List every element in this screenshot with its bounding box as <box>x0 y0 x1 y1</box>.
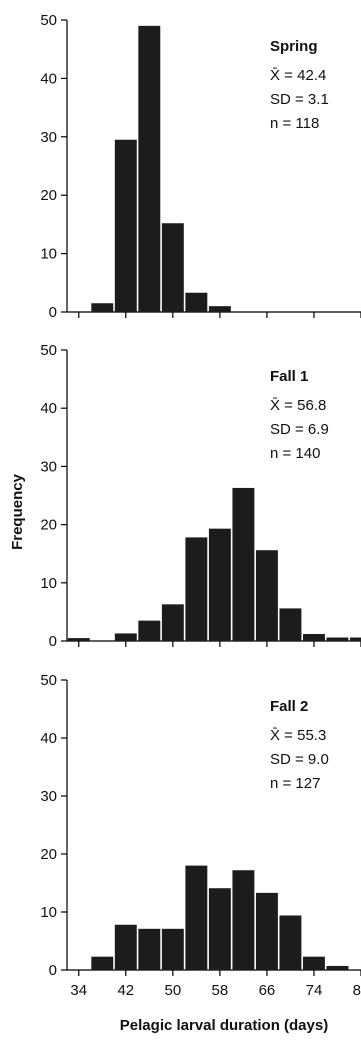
histogram-bar <box>350 637 361 641</box>
mean-label: X̄ = 56.8 <box>270 397 326 414</box>
y-tick-label: 0 <box>49 633 57 650</box>
y-tick-label: 0 <box>49 962 57 979</box>
y-tick-label: 50 <box>40 672 57 689</box>
histogram-bar <box>255 892 278 970</box>
histogram-bar <box>279 608 302 641</box>
histogram-bar <box>161 928 184 970</box>
histogram-panel-1: 0 10 20 30 40 50 Spring X̄ = 42.4 SD = 3.1 n = 11… <box>40 12 361 321</box>
sd-label: SD = 9.0 <box>270 751 329 768</box>
histogram-panel-3: 0 10 20 30 40 50 34 42 50 58 66 74 82 Fall 2 X̄ = 55.3… <box>40 672 361 999</box>
histogram-bar <box>114 139 137 312</box>
x-tick-label: 34 <box>70 982 87 999</box>
histogram-bar <box>185 292 208 312</box>
histogram-bar <box>208 888 231 970</box>
y-tick-label: 30 <box>40 788 57 805</box>
y-tick-label: 30 <box>40 129 57 146</box>
histogram-bar <box>91 956 114 970</box>
sd-label: SD = 3.1 <box>270 91 329 108</box>
y-tick-label: 10 <box>40 246 57 263</box>
histogram-bar <box>161 223 184 312</box>
histogram-bar <box>114 924 137 970</box>
x-tick-label: 50 <box>164 982 181 999</box>
x-tick-label: 66 <box>259 982 276 999</box>
histogram-bar <box>161 604 184 641</box>
histogram-bar <box>326 965 349 970</box>
histogram-bar <box>138 25 161 313</box>
mean-label: X̄ = 42.4 <box>270 67 326 84</box>
n-label: n = 140 <box>270 445 320 462</box>
y-tick-label: 40 <box>40 730 57 747</box>
y-tick-label: 30 <box>40 458 57 475</box>
histogram-bar <box>303 956 325 970</box>
y-tick-label: 50 <box>40 342 57 359</box>
y-tick-label: 40 <box>40 400 57 417</box>
x-tick-label: 82 <box>353 982 361 999</box>
histogram-bar <box>255 550 278 641</box>
panel-title: Fall 1 <box>270 368 308 385</box>
y-tick-label: 10 <box>40 904 57 921</box>
histogram-panel-2: 0 10 20 30 40 50 Fall 1 X̄ = 56.8 SD = 6.9 n = 14… <box>40 342 361 650</box>
x-axis-title: Pelagic larval duration (days) <box>120 1017 328 1034</box>
histogram-panels: 0 10 20 30 40 50 Spring X̄ = 42.4 SD = 3.1 n = 11… <box>40 12 361 999</box>
histogram-bar <box>67 638 90 641</box>
x-tick-label: 58 <box>212 982 229 999</box>
histogram-bar <box>138 620 161 641</box>
y-tick-label: 20 <box>40 187 57 204</box>
histogram-bar <box>91 303 114 312</box>
histogram-bar <box>326 637 349 641</box>
mean-label: X̄ = 55.3 <box>270 727 326 744</box>
histogram-bar <box>279 915 302 970</box>
histogram-bar <box>185 865 208 970</box>
x-tick-label: 74 <box>306 982 323 999</box>
panel-title: Spring <box>270 38 318 55</box>
histogram-bar <box>232 870 255 970</box>
y-tick-label: 20 <box>40 517 57 534</box>
histogram-bar <box>208 306 231 312</box>
histogram-bar <box>114 633 137 641</box>
x-tick-label: 42 <box>117 982 134 999</box>
panel-title: Fall 2 <box>270 698 308 715</box>
histogram-bar <box>303 634 325 641</box>
y-tick-label: 0 <box>49 304 57 321</box>
y-tick-label: 20 <box>40 846 57 863</box>
y-tick-label: 50 <box>40 12 57 29</box>
histogram-bar <box>138 928 161 970</box>
sd-label: SD = 6.9 <box>270 421 329 438</box>
histogram-bar <box>185 537 208 641</box>
n-label: n = 127 <box>270 775 320 792</box>
histogram-bar <box>208 528 231 641</box>
histogram-bar <box>232 487 255 641</box>
y-axis-title: Frequency <box>9 473 26 550</box>
y-tick-label: 40 <box>40 70 57 87</box>
y-tick-label: 10 <box>40 575 57 592</box>
n-label: n = 118 <box>270 115 319 132</box>
